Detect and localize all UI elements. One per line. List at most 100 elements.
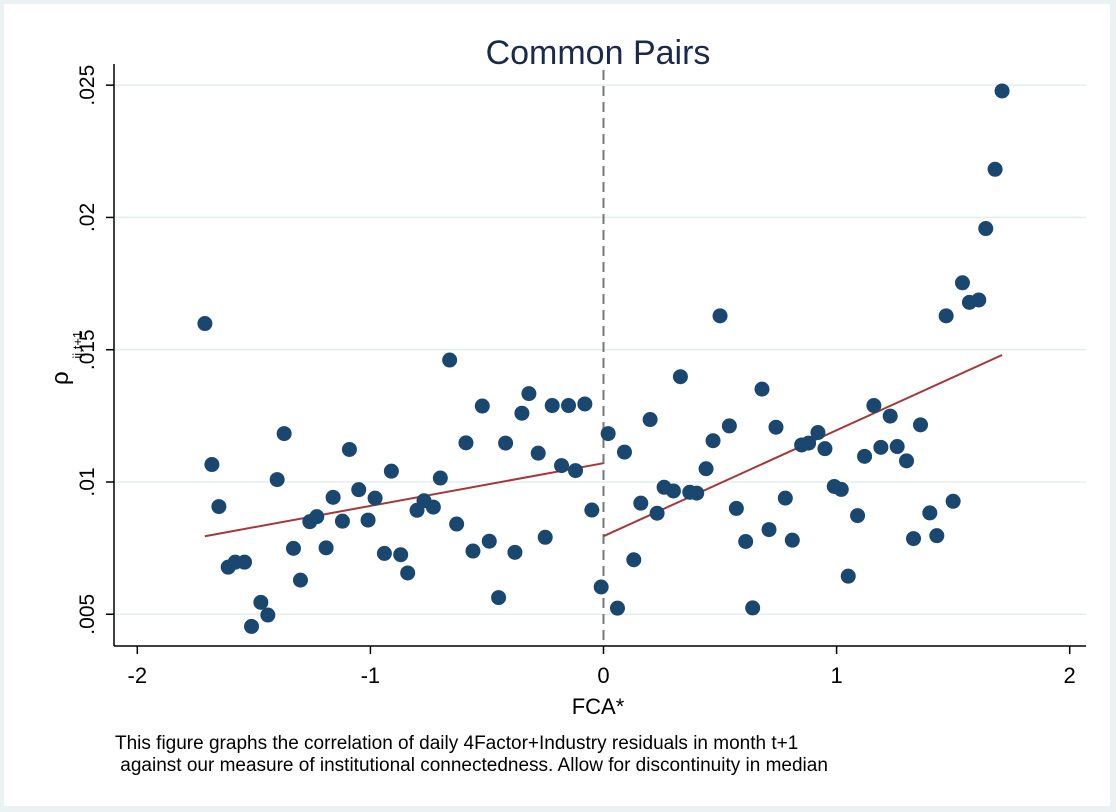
data-point xyxy=(929,528,945,544)
data-point xyxy=(987,161,1003,177)
data-point xyxy=(649,505,665,521)
data-point xyxy=(253,594,269,610)
data-point xyxy=(801,435,817,451)
data-point xyxy=(367,490,383,506)
data-point xyxy=(600,426,616,442)
data-point xyxy=(899,453,915,469)
data-point xyxy=(833,481,849,497)
x-tick-label: 2 xyxy=(1064,663,1076,688)
footnote-line-1: This figure graphs the correlation of da… xyxy=(115,733,799,754)
data-point xyxy=(498,435,514,451)
data-point xyxy=(665,483,681,499)
y-axis-title: ρ ij,t+1 xyxy=(47,331,85,385)
data-point xyxy=(507,544,523,560)
data-point xyxy=(705,433,721,449)
data-point xyxy=(530,445,546,461)
data-point xyxy=(642,412,658,428)
data-point xyxy=(442,352,458,368)
data-point xyxy=(738,534,754,550)
data-point xyxy=(857,448,873,464)
data-point xyxy=(269,472,285,488)
y-tick-label: .01 xyxy=(76,467,99,496)
data-point xyxy=(913,417,929,433)
data-point xyxy=(211,499,227,515)
data-point xyxy=(276,426,292,442)
data-point xyxy=(906,531,922,547)
data-point xyxy=(922,505,938,521)
data-point xyxy=(584,502,600,518)
data-point xyxy=(616,444,632,460)
data-point xyxy=(840,568,856,584)
data-point xyxy=(672,369,688,385)
data-point xyxy=(728,500,744,516)
footnote-line-2: against our measure of institutional con… xyxy=(115,755,828,776)
data-point xyxy=(481,533,497,549)
data-point xyxy=(873,439,889,455)
data-point xyxy=(626,552,642,568)
x-axis-title: FCA* xyxy=(572,694,625,719)
data-point xyxy=(721,418,737,434)
fit-line xyxy=(204,462,604,538)
data-point xyxy=(204,457,220,473)
data-point xyxy=(376,545,392,561)
y-axis-title-rho: ρ xyxy=(47,371,74,385)
data-point xyxy=(609,600,625,616)
x-tick-label: -2 xyxy=(128,663,148,688)
data-point xyxy=(514,405,530,421)
data-point xyxy=(850,508,866,524)
data-point xyxy=(817,441,833,457)
y-axis-title-subscript: ij,t+1 xyxy=(70,331,85,359)
data-point xyxy=(449,516,465,532)
tick-layer: .005 .01 .015 .02 .025 -2 -1 0 1 2 xyxy=(76,65,1076,688)
data-point xyxy=(521,386,537,402)
data-point xyxy=(432,470,448,486)
y-tick-label: .005 xyxy=(76,594,99,635)
data-point xyxy=(474,398,490,414)
data-point xyxy=(568,463,584,479)
data-point xyxy=(285,540,301,556)
y-tick-label: .02 xyxy=(76,203,99,232)
data-point xyxy=(292,572,308,588)
data-point xyxy=(994,83,1010,99)
data-point xyxy=(360,512,376,528)
data-point xyxy=(237,554,253,570)
data-points xyxy=(197,83,1010,634)
data-point xyxy=(954,275,970,291)
data-point xyxy=(754,381,770,397)
data-point xyxy=(465,543,481,559)
data-point xyxy=(633,495,649,511)
x-tick-label: 1 xyxy=(830,663,842,688)
data-point xyxy=(889,439,905,455)
data-point xyxy=(400,565,416,581)
data-point xyxy=(393,547,409,563)
data-point xyxy=(197,316,213,332)
y-tick-label: .025 xyxy=(76,65,99,106)
data-point xyxy=(971,292,987,308)
data-point xyxy=(745,600,761,616)
svg-text:ρ ij,t+1: ρ ij,t+1 xyxy=(47,331,85,385)
data-point xyxy=(945,493,961,509)
data-point xyxy=(458,435,474,451)
data-point xyxy=(554,458,570,474)
data-point xyxy=(491,590,507,606)
data-point xyxy=(577,396,593,412)
data-point xyxy=(938,308,954,324)
data-point xyxy=(777,490,793,506)
data-point xyxy=(978,221,994,237)
chart-title: Common Pairs xyxy=(486,34,711,72)
data-point xyxy=(544,398,560,414)
data-point xyxy=(784,532,800,548)
data-point xyxy=(537,529,553,545)
data-point xyxy=(309,509,325,525)
data-point xyxy=(334,513,350,529)
data-point xyxy=(341,441,357,457)
data-point xyxy=(351,482,367,498)
data-point xyxy=(383,463,399,479)
data-point xyxy=(425,499,441,515)
data-point xyxy=(593,579,609,595)
data-point xyxy=(768,419,784,435)
y-tick-label: .015 xyxy=(76,329,99,370)
data-point xyxy=(244,618,260,634)
data-point xyxy=(810,425,826,441)
